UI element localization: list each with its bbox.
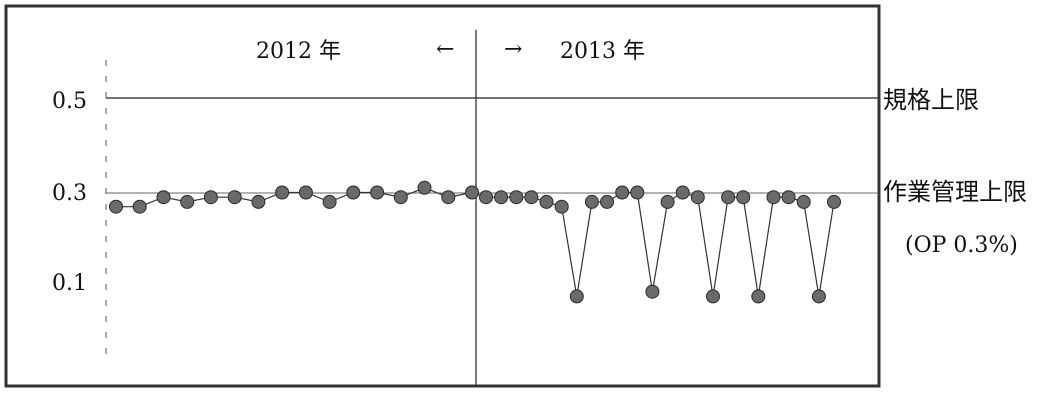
period-label-2012: 2012 年 bbox=[256, 39, 341, 64]
data-point bbox=[615, 185, 630, 200]
data-point bbox=[227, 190, 242, 205]
data-point bbox=[781, 190, 796, 205]
data-point bbox=[393, 190, 408, 205]
data-point bbox=[766, 190, 781, 205]
data-point bbox=[441, 190, 456, 205]
data-point bbox=[554, 199, 569, 214]
series-layer bbox=[109, 180, 841, 304]
control-limit-note: (OP 0.3%) bbox=[905, 233, 1018, 258]
data-point bbox=[322, 194, 337, 209]
data-point bbox=[346, 185, 361, 200]
data-point bbox=[417, 180, 432, 195]
data-point bbox=[584, 194, 599, 209]
data-point bbox=[298, 185, 313, 200]
data-point bbox=[109, 199, 123, 214]
data-point bbox=[465, 185, 479, 200]
data-point bbox=[524, 190, 539, 205]
data-point bbox=[660, 194, 675, 209]
data-point bbox=[675, 185, 690, 200]
data-point bbox=[539, 194, 554, 209]
data-point bbox=[796, 194, 811, 209]
data-point bbox=[645, 284, 660, 299]
data-point bbox=[569, 289, 584, 304]
spec-limit-label: 規格上限 bbox=[883, 86, 979, 114]
data-point bbox=[180, 194, 195, 209]
data-point bbox=[275, 185, 290, 200]
series-line bbox=[116, 187, 835, 297]
data-point bbox=[721, 190, 736, 205]
data-point bbox=[203, 190, 218, 205]
right-arrow: → bbox=[504, 37, 522, 62]
data-point bbox=[706, 289, 720, 304]
plot-frame bbox=[4, 4, 881, 388]
y-tick-label: 0.3 bbox=[52, 181, 87, 206]
data-point bbox=[630, 185, 645, 200]
data-point bbox=[600, 194, 614, 209]
data-point bbox=[736, 190, 751, 205]
data-point bbox=[156, 190, 171, 205]
data-point bbox=[690, 190, 705, 205]
data-point bbox=[132, 199, 147, 214]
left-arrow: ← bbox=[436, 37, 454, 62]
period-label-2013: 2013 年 bbox=[560, 39, 645, 64]
control-limit-label: 作業管理上限 bbox=[883, 178, 1027, 206]
data-point bbox=[251, 194, 266, 209]
data-point bbox=[827, 194, 841, 209]
data-point bbox=[494, 190, 509, 205]
data-point bbox=[479, 190, 493, 205]
y-tick-label: 0.5 bbox=[52, 89, 87, 114]
data-point bbox=[811, 289, 826, 304]
y-tick-label: 0.1 bbox=[52, 271, 87, 296]
data-point bbox=[751, 289, 766, 304]
data-point bbox=[370, 185, 385, 200]
data-point bbox=[509, 190, 524, 205]
